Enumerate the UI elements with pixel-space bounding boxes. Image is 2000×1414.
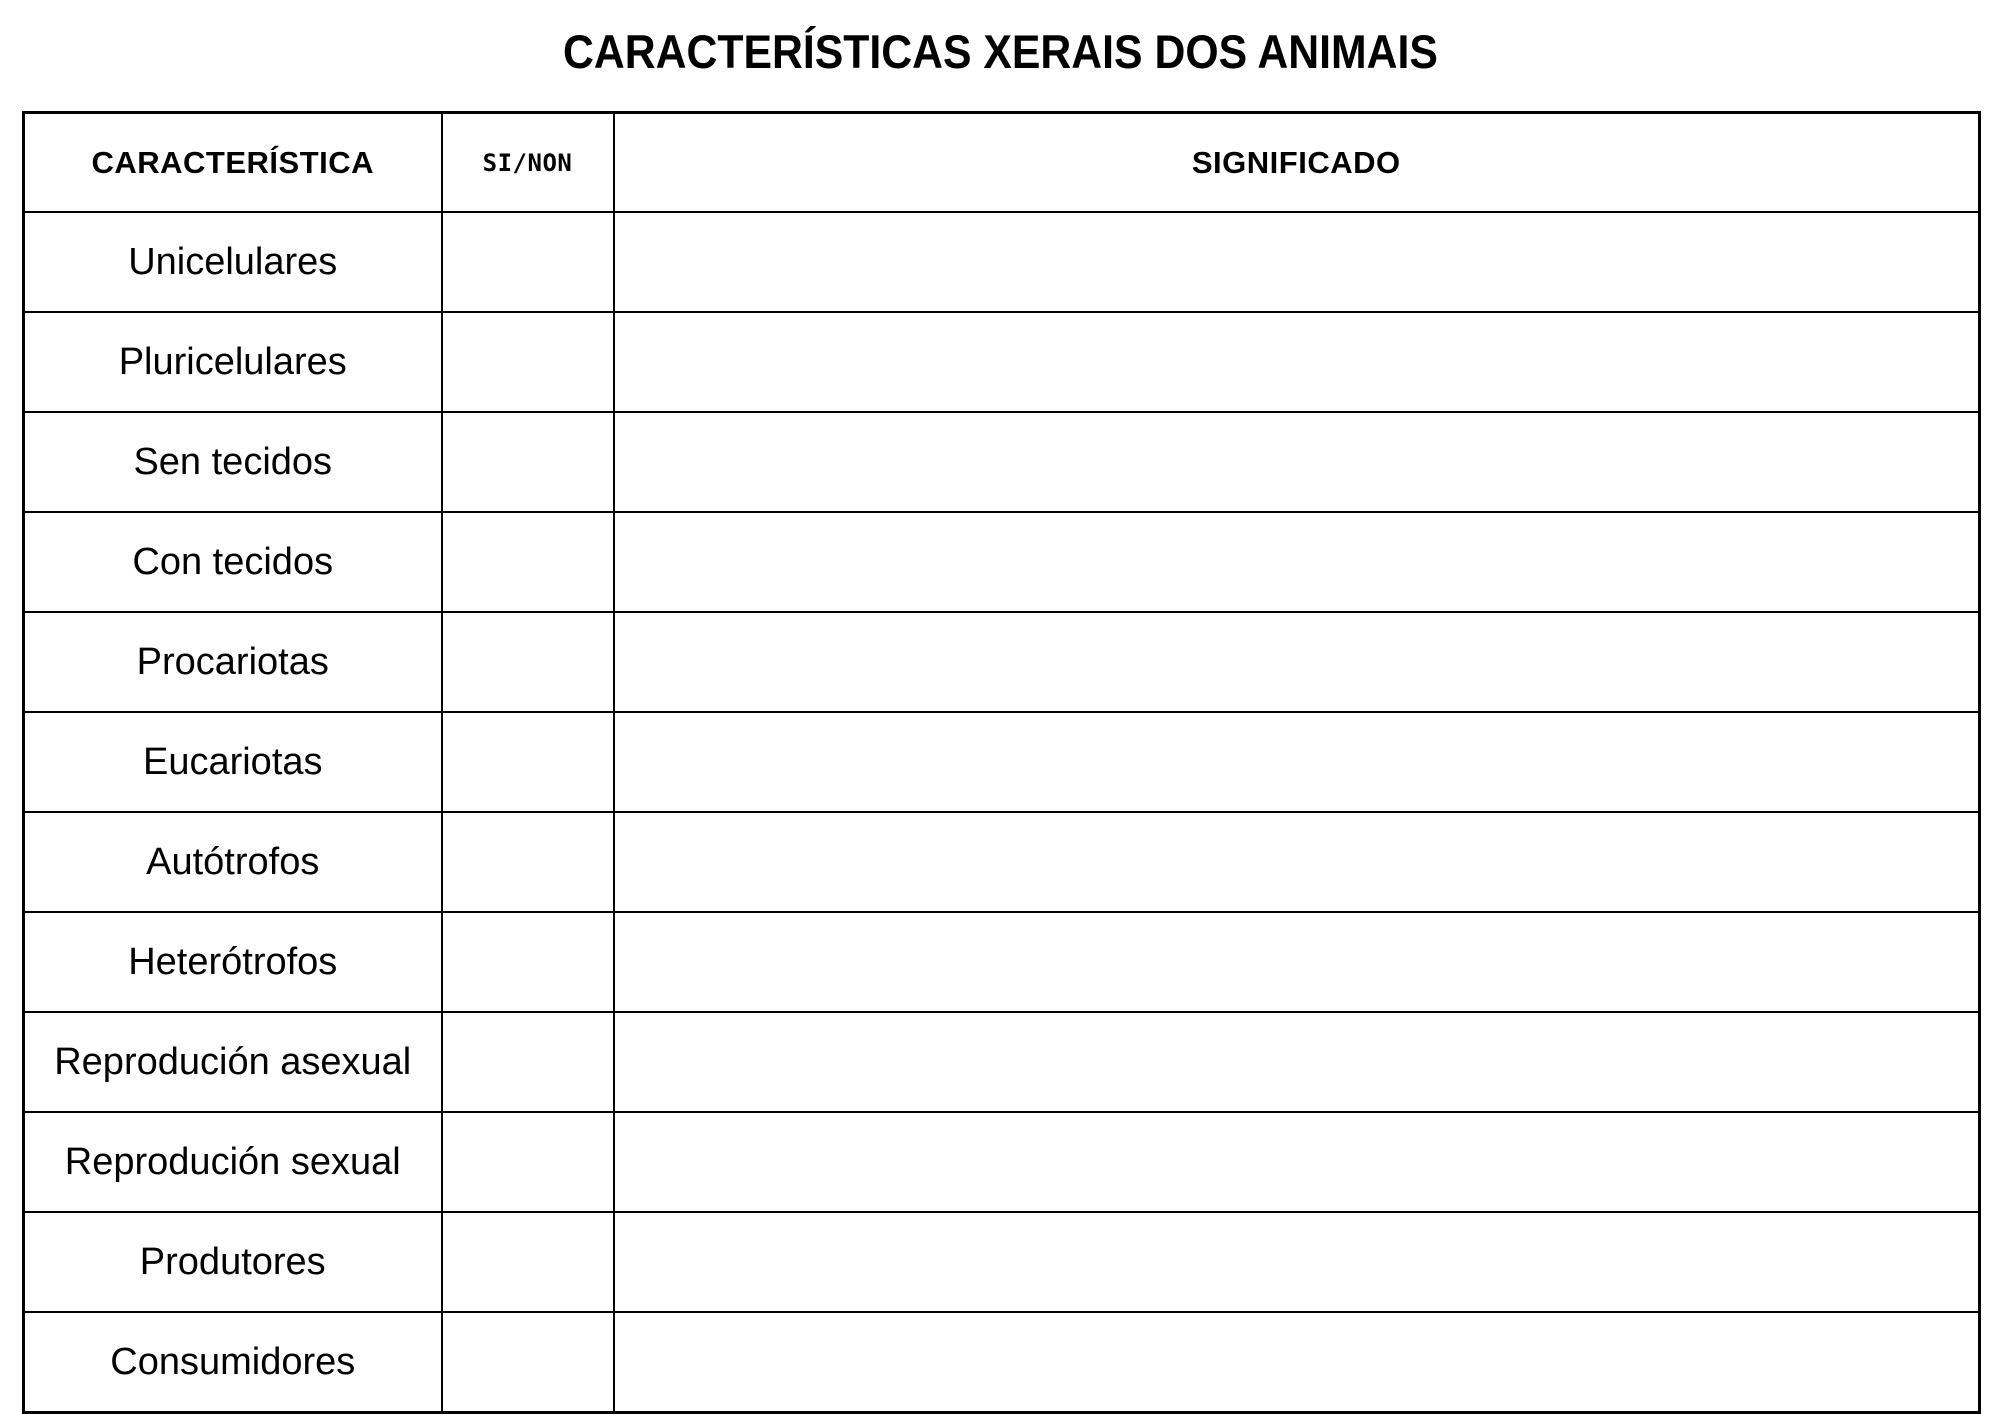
si-non-cell: [440, 1311, 615, 1414]
si-non-cell: [440, 1011, 615, 1114]
table-header-row: CARACTERÍSTICA SI/NON SIGNIFICADO: [22, 111, 1981, 214]
significado-cell: [612, 611, 1981, 714]
si-non-cell: [440, 911, 615, 1014]
table-row-reproducion-sexual: Reprodución sexual: [22, 1111, 1981, 1214]
table-row-reproducion-asexual: Reprodución asexual: [22, 1011, 1981, 1114]
si-non-cell: [440, 711, 615, 814]
table-row-pluricelulares: Pluricelulares: [22, 311, 1981, 414]
table-row-con-tecidos: Con tecidos: [22, 511, 1981, 614]
si-non-cell: [440, 311, 615, 414]
caracteristica-cell: Heterótrofos: [22, 911, 443, 1014]
header-caracteristica: CARACTERÍSTICA: [22, 111, 443, 214]
significado-cell: [612, 211, 1981, 314]
significado-cell: [612, 1111, 1981, 1214]
table-row-eucariotas: Eucariotas: [22, 711, 1981, 814]
table-row-autotrofos: Autótrofos: [22, 811, 1981, 914]
significado-cell: [612, 511, 1981, 614]
significado-cell: [612, 411, 1981, 514]
si-non-cell: [440, 511, 615, 614]
characteristics-table: CARACTERÍSTICA SI/NON SIGNIFICADO Unicel…: [22, 110, 1981, 1414]
significado-cell: [612, 1311, 1981, 1414]
table-row-produtores: Produtores: [22, 1211, 1981, 1314]
si-non-cell: [440, 211, 615, 314]
page-title-text: CARACTERÍSTICAS XERAIS DOS ANIMAIS: [562, 24, 1438, 79]
header-si-non: SI/NON: [440, 111, 615, 214]
significado-cell: [612, 1211, 1981, 1314]
si-non-cell: [440, 1211, 615, 1314]
significado-cell: [612, 911, 1981, 1014]
table-row-heterotrofos: Heterótrofos: [22, 911, 1981, 1014]
caracteristica-cell: Sen tecidos: [22, 411, 443, 514]
caracteristica-cell: Con tecidos: [22, 511, 443, 614]
caracteristica-cell: Reprodución sexual: [22, 1111, 443, 1214]
table-row-consumidores: Consumidores: [22, 1311, 1981, 1414]
caracteristica-cell: Produtores: [22, 1211, 443, 1314]
caracteristica-cell: Autótrofos: [22, 811, 443, 914]
caracteristica-cell: Procariotas: [22, 611, 443, 714]
page-title: CARACTERÍSTICAS XERAIS DOS ANIMAIS: [0, 0, 2000, 79]
header-significado: SIGNIFICADO: [612, 111, 1981, 214]
caracteristica-cell: Pluricelulares: [22, 311, 443, 414]
caracteristica-cell: Unicelulares: [22, 211, 443, 314]
si-non-cell: [440, 611, 615, 714]
caracteristica-cell: Eucariotas: [22, 711, 443, 814]
significado-cell: [612, 1011, 1981, 1114]
si-non-cell: [440, 811, 615, 914]
table-row-procariotas: Procariotas: [22, 611, 1981, 714]
si-non-cell: [440, 411, 615, 514]
caracteristica-cell: Reprodución asexual: [22, 1011, 443, 1114]
significado-cell: [612, 811, 1981, 914]
significado-cell: [612, 311, 1981, 414]
table-row-unicelulares: Unicelulares: [22, 211, 1981, 314]
caracteristica-cell: Consumidores: [22, 1311, 443, 1414]
significado-cell: [612, 711, 1981, 814]
si-non-cell: [440, 1111, 615, 1214]
table-row-sen-tecidos: Sen tecidos: [22, 411, 1981, 514]
